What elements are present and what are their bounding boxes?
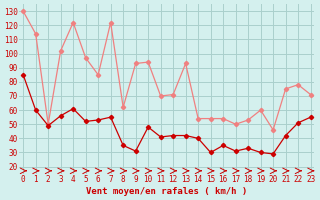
X-axis label: Vent moyen/en rafales ( km/h ): Vent moyen/en rafales ( km/h ) bbox=[86, 187, 248, 196]
